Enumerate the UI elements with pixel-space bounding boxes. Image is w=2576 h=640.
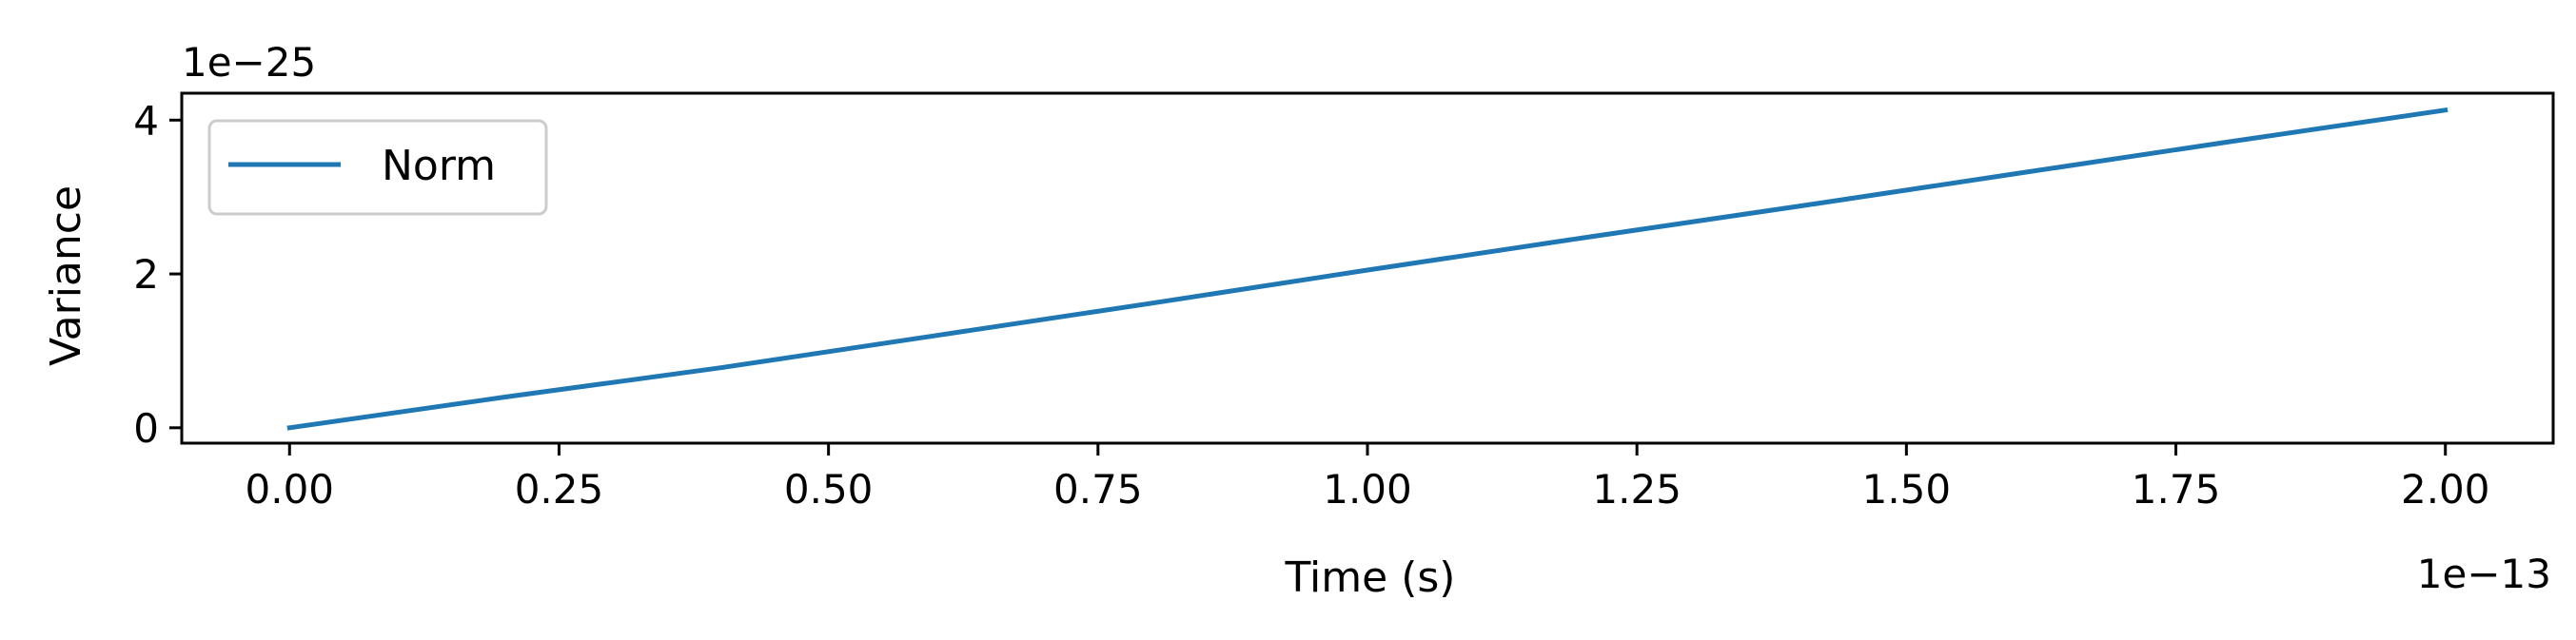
legend: Norm [207,119,548,216]
y-tick-label: 2 [133,251,159,298]
x-tick-label: 1.25 [1592,466,1681,513]
x-tick-label: 0.25 [515,466,604,513]
x-tick-label: 1.50 [1862,466,1952,513]
y-axis: 0 2 4 [133,97,182,452]
x-tick-label: 2.00 [2401,466,2490,513]
x-axis-offset-label: 1e−13 [2417,551,2551,597]
legend-label: Norm [382,142,496,190]
x-axis-label: Time (s) [1285,553,1456,602]
y-axis-label: Variance [42,185,90,366]
x-tick-label: 0.50 [784,466,874,513]
y-tick-label: 0 [133,405,159,452]
x-tick-label: 1.75 [2132,466,2221,513]
x-tick-label: 1.00 [1323,466,1412,513]
y-axis-offset-label: 1e−25 [182,39,316,86]
y-tick-label: 4 [133,97,159,144]
legend-box [207,119,548,216]
x-tick-label: 0.00 [246,466,335,513]
series-line-0 [286,107,2448,431]
series-layer [286,107,2448,431]
x-tick-label: 0.75 [1053,466,1143,513]
x-axis: 0.00 0.25 0.50 0.75 1.00 1.25 1.50 1.75 2.00 [246,443,2490,513]
